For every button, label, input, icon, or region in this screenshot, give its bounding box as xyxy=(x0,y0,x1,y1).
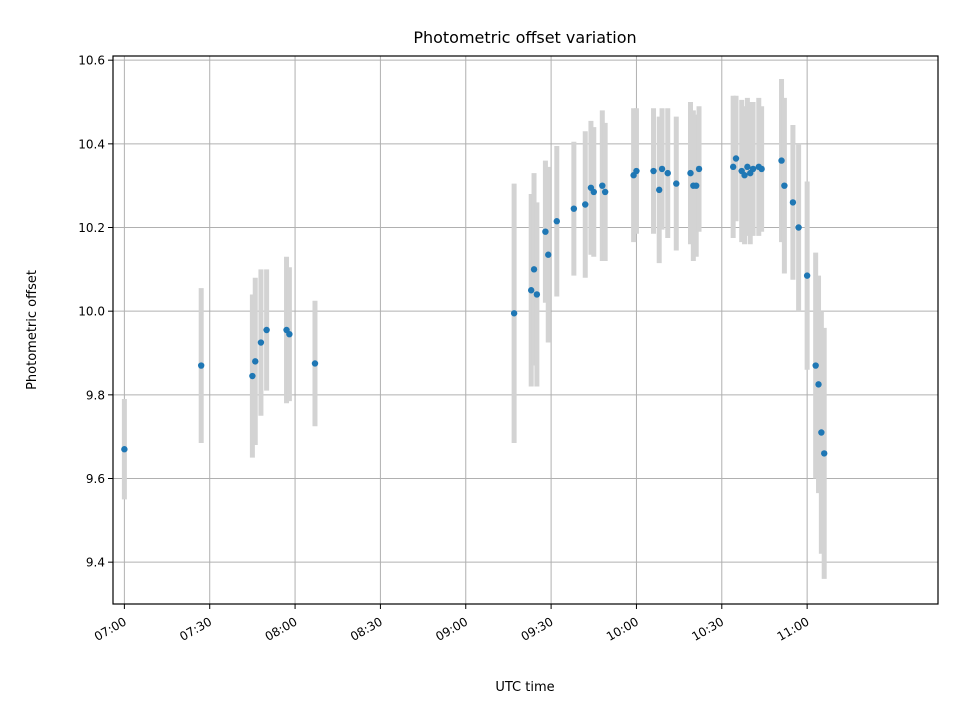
data-point xyxy=(311,360,319,367)
data-point xyxy=(758,165,765,173)
data-point xyxy=(286,330,293,338)
data-point xyxy=(741,172,748,179)
data-point xyxy=(590,188,597,196)
data-point xyxy=(252,358,259,365)
y-tick-label: 9.8 xyxy=(86,388,105,402)
y-tick-label: 10.2 xyxy=(78,221,105,235)
data-point xyxy=(545,251,552,258)
y-tick-label: 9.4 xyxy=(86,556,105,570)
data-point xyxy=(510,310,518,317)
y-tick-label: 10.0 xyxy=(78,305,105,319)
data-point xyxy=(570,205,578,212)
data-point xyxy=(821,450,828,457)
data-point xyxy=(121,446,128,453)
data-point xyxy=(749,165,757,173)
data-point xyxy=(781,182,788,189)
data-point xyxy=(803,272,811,279)
data-point xyxy=(778,157,785,164)
data-point xyxy=(729,163,737,171)
data-point xyxy=(744,163,751,171)
data-point xyxy=(818,429,825,436)
data-point xyxy=(664,169,671,177)
data-point xyxy=(658,165,666,173)
data-point xyxy=(533,291,541,298)
data-point xyxy=(530,266,538,273)
data-point xyxy=(687,169,694,177)
data-point xyxy=(249,372,256,380)
data-point xyxy=(795,224,802,231)
data-point xyxy=(692,182,700,189)
y-tick-label: 10.4 xyxy=(78,137,105,151)
data-point xyxy=(601,188,609,196)
data-point xyxy=(812,362,819,369)
x-axis-label: UTC time xyxy=(495,680,554,695)
data-point xyxy=(633,167,640,175)
data-point xyxy=(553,218,560,225)
data-point xyxy=(582,201,589,208)
data-point xyxy=(695,165,703,173)
chart-title: Photometric offset variation xyxy=(413,28,636,47)
data-point xyxy=(673,180,680,187)
data-point xyxy=(542,228,549,235)
y-axis-label: Photometric offset xyxy=(25,270,40,390)
data-point xyxy=(815,381,822,388)
data-point xyxy=(257,339,265,346)
plot-frame xyxy=(112,55,939,605)
y-tick-label: 9.6 xyxy=(86,472,105,486)
y-tick-label: 10.6 xyxy=(78,54,105,68)
data-point xyxy=(527,287,535,294)
data-points xyxy=(121,155,828,457)
y-axis-ticks: 9.4 9.6 9.8 10.0 10.2 10.4 10.6 xyxy=(78,54,113,570)
data-point xyxy=(656,186,663,194)
data-point xyxy=(732,155,740,162)
data-point xyxy=(197,362,205,369)
data-point xyxy=(789,199,797,206)
grid xyxy=(113,56,938,604)
data-point xyxy=(263,326,270,334)
data-point xyxy=(599,182,606,189)
data-point xyxy=(650,167,657,175)
